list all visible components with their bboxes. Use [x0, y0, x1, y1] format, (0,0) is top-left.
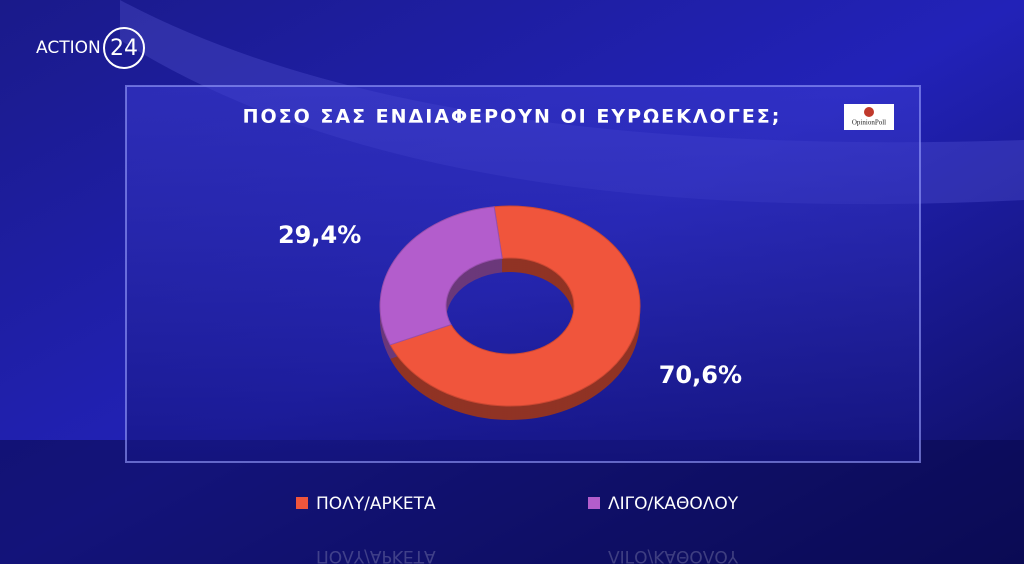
slice	[389, 205, 641, 407]
channel-logo: ACTION	[36, 38, 101, 58]
poll-logo-icon	[864, 107, 874, 117]
legend-label: ΛΙΓΟ/ΚΑΘΟΛΟΥ	[608, 494, 739, 514]
legend-reflection: ΛΙΓΟ/ΚΑΘΟΛΟΥ	[608, 546, 739, 564]
donut-chart: 70,6% 29,4%	[278, 205, 742, 420]
channel-logo-ring	[103, 27, 145, 69]
chart-title: ΠΟΣΟ ΣΑΣ ΕΝΔΙΑΦΕΡΟΥΝ ΟΙ ΕΥΡΩΕΚΛΟΓΕΣ;	[243, 106, 782, 128]
legend-swatch	[296, 497, 308, 509]
value-label: 70,6%	[659, 361, 742, 389]
poll-logo: OpinionPoll	[852, 119, 886, 127]
legend-swatch	[588, 497, 600, 509]
value-label: 29,4%	[278, 221, 361, 249]
slice	[379, 206, 503, 346]
channel-logo-number: 24	[110, 36, 138, 61]
legend-reflection: ΠΟΛΥ/ΑΡΚΕΤΑ	[316, 546, 436, 564]
legend-label: ΠΟΛΥ/ΑΡΚΕΤΑ	[316, 494, 436, 514]
